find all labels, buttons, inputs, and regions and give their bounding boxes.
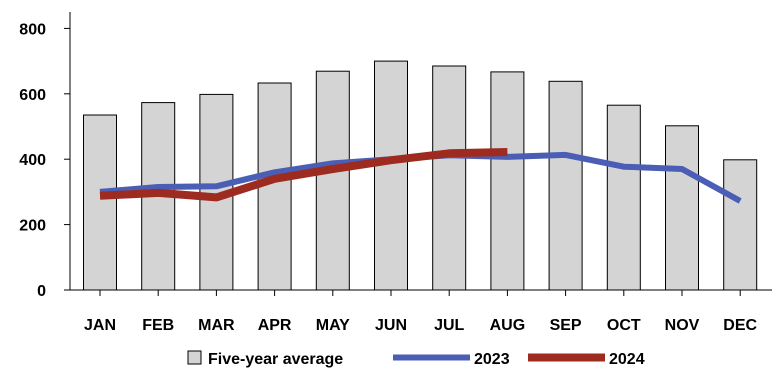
x-tick-label-dec: DEC	[723, 317, 757, 334]
x-ticks: JAN FEB MAR APR MAY JUN JUL AUG SEP OCT NOV DEC	[84, 290, 758, 334]
x-tick-label-oct: OCT	[607, 317, 641, 334]
x-tick-label-jan: JAN	[84, 317, 116, 334]
x-tick-label-may: MAY	[316, 317, 350, 334]
bar-sep	[548, 80, 583, 291]
bar-dec	[723, 159, 758, 291]
line-series	[99, 148, 742, 204]
bar-jun	[374, 60, 408, 291]
y-ticks: 0 200 400 600 800	[19, 21, 70, 300]
x-tick-label-jun: JUN	[375, 317, 407, 334]
y-tick-label-0: 0	[37, 283, 46, 300]
legend-label-2024: 2024	[609, 351, 645, 368]
y-tick-label-600: 600	[19, 87, 46, 104]
bar-jan	[83, 114, 117, 291]
x-tick-label-sep: SEP	[550, 317, 582, 334]
legend-label-five-year-average: Five-year average	[208, 351, 343, 368]
bar-jul	[432, 65, 467, 291]
line-2024	[99, 148, 508, 202]
y-tick-label-800: 800	[19, 21, 46, 38]
x-tick-label-nov: NOV	[665, 317, 700, 334]
legend-label-2023: 2023	[474, 351, 510, 368]
bar-series	[83, 60, 758, 291]
legend-swatch-five-year-average	[187, 350, 202, 365]
x-tick-label-apr: APR	[258, 317, 292, 334]
x-tick-label-jul: JUL	[434, 317, 464, 334]
y-tick-label-200: 200	[19, 218, 46, 235]
bar-oct	[606, 104, 641, 291]
x-tick-label-aug: AUG	[490, 317, 526, 334]
x-tick-label-feb: FEB	[142, 317, 174, 334]
bar-may	[315, 70, 350, 291]
y-tick-label-400: 400	[19, 152, 46, 169]
axes	[69, 12, 772, 291]
legend: Five-year average 2023 2024	[187, 350, 645, 368]
bar-aug	[490, 71, 525, 291]
x-tick-label-mar: MAR	[198, 317, 235, 334]
bar-nov	[665, 125, 699, 291]
